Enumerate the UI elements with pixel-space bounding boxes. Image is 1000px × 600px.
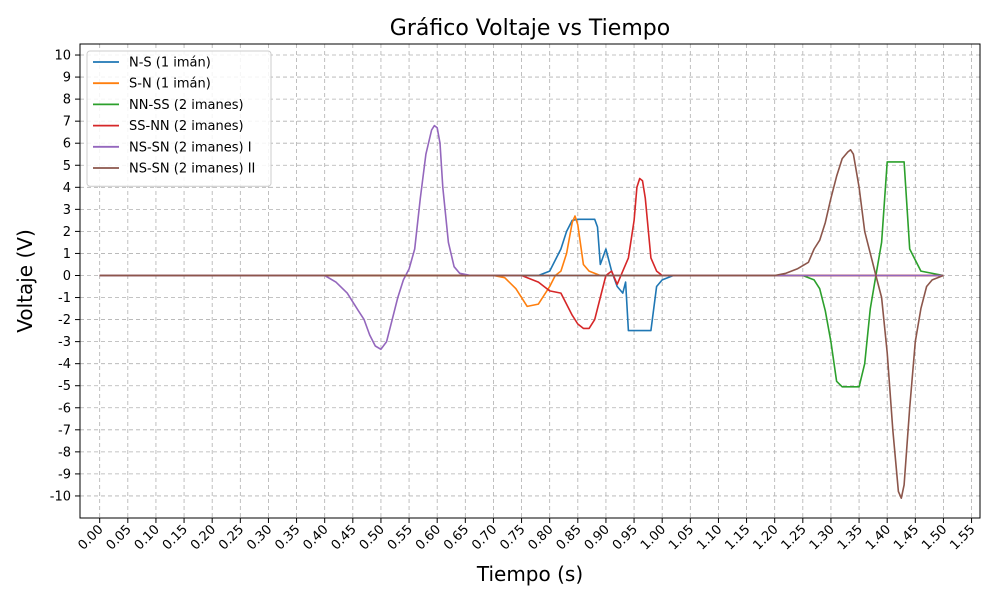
x-tick-label: 0.90	[582, 522, 613, 553]
x-tick-label: 0.15	[160, 522, 191, 553]
y-tick-label: 6	[63, 137, 71, 152]
x-tick-label: 1.30	[807, 522, 838, 553]
y-tick-label: -6	[58, 401, 71, 416]
x-tick-label: 0.80	[525, 522, 556, 553]
series-line-2	[99, 215, 944, 308]
plot-frame	[79, 43, 981, 519]
x-tick-label: 0.65	[441, 522, 472, 553]
x-tick-label: 0.40	[300, 522, 331, 553]
y-axis-label: Voltaje (V)	[13, 229, 37, 333]
x-tick-label: 0.30	[244, 522, 275, 553]
x-tick-label: 0.60	[413, 522, 444, 553]
x-axis-label: Tiempo (s)	[476, 562, 583, 586]
x-tick-label: 0.85	[554, 522, 585, 553]
x-tick-label: 0.20	[188, 522, 219, 553]
y-tick-label: -5	[58, 379, 71, 394]
x-tick-label: 0.55	[385, 522, 416, 553]
y-tick-label: 7	[63, 115, 71, 130]
x-tick-label: 1.15	[722, 522, 753, 553]
x-tick-label: 1.10	[694, 522, 725, 553]
y-tick-label: 0	[63, 269, 71, 284]
legend-entry-label: NS-SN (2 imanes) II	[129, 162, 255, 177]
legend: N-S (1 imán) S-N (1 imán) NN-SS (2 imanes)…	[86, 50, 272, 187]
y-tick-label: -9	[58, 467, 71, 482]
x-tick-label: 1.20	[750, 522, 781, 553]
x-tick-label: 1.05	[666, 522, 697, 553]
y-tick-label: 8	[63, 93, 71, 108]
series-line-3	[99, 161, 944, 388]
y-tick-label: -2	[58, 313, 71, 328]
series-line-6	[99, 149, 944, 499]
x-tick-label: 0.35	[272, 522, 303, 553]
x-tick-label: 0.70	[469, 522, 500, 553]
y-tick-label: 1	[63, 247, 71, 262]
legend-entry-label: NN-SS (2 imanes)	[129, 98, 244, 113]
series-line-1	[99, 218, 944, 332]
legend-entry-label: S-N (1 imán)	[129, 77, 211, 92]
x-tick-label: 0.50	[357, 522, 388, 553]
legend-entry-label: NS-SN (2 imanes) I	[129, 140, 252, 155]
x-tick-label: 1.55	[947, 522, 978, 553]
x-tick-label: 0.00	[75, 522, 106, 553]
x-tick-label: 1.35	[835, 522, 866, 553]
legend-entry-label: N-S (1 imán)	[129, 56, 211, 71]
x-tick-label: 0.05	[104, 522, 135, 553]
x-tick-label: 0.45	[329, 522, 360, 553]
y-tick-label: -10	[50, 489, 71, 504]
legend-entry-label: SS-NN (2 imanes)	[129, 119, 244, 134]
y-tick-label: 9	[63, 71, 71, 86]
y-tick-label: 4	[63, 181, 71, 196]
chart-title: Gráfico Voltaje vs Tiempo	[390, 16, 670, 41]
y-tick-label: -1	[58, 291, 71, 306]
x-tick-label: 1.25	[779, 522, 810, 553]
y-tick-label: -4	[58, 357, 71, 372]
series-line-4	[99, 177, 944, 330]
y-tick-label: -8	[58, 445, 71, 460]
y-tick-label: -7	[58, 423, 71, 438]
legend-box	[86, 50, 272, 187]
x-tick-label: 0.25	[216, 522, 247, 553]
y-tick-label: 3	[63, 203, 71, 218]
y-tick-label: 2	[63, 225, 71, 240]
y-tick-label: 5	[63, 159, 71, 174]
x-tick-label: 0.75	[497, 522, 528, 553]
series-lines	[99, 124, 944, 499]
x-axis-ticks: 0.000.050.100.150.200.250.300.350.400.45…	[75, 518, 978, 553]
series-line-5	[99, 124, 944, 351]
x-tick-label: 0.95	[610, 522, 641, 553]
y-tick-label: -3	[58, 335, 71, 350]
x-tick-label: 1.45	[891, 522, 922, 553]
x-tick-label: 1.00	[638, 522, 669, 553]
x-tick-label: 1.50	[919, 522, 950, 553]
x-tick-label: 1.40	[863, 522, 894, 553]
y-tick-label: 10	[54, 49, 71, 64]
x-tick-label: 0.10	[132, 522, 163, 553]
